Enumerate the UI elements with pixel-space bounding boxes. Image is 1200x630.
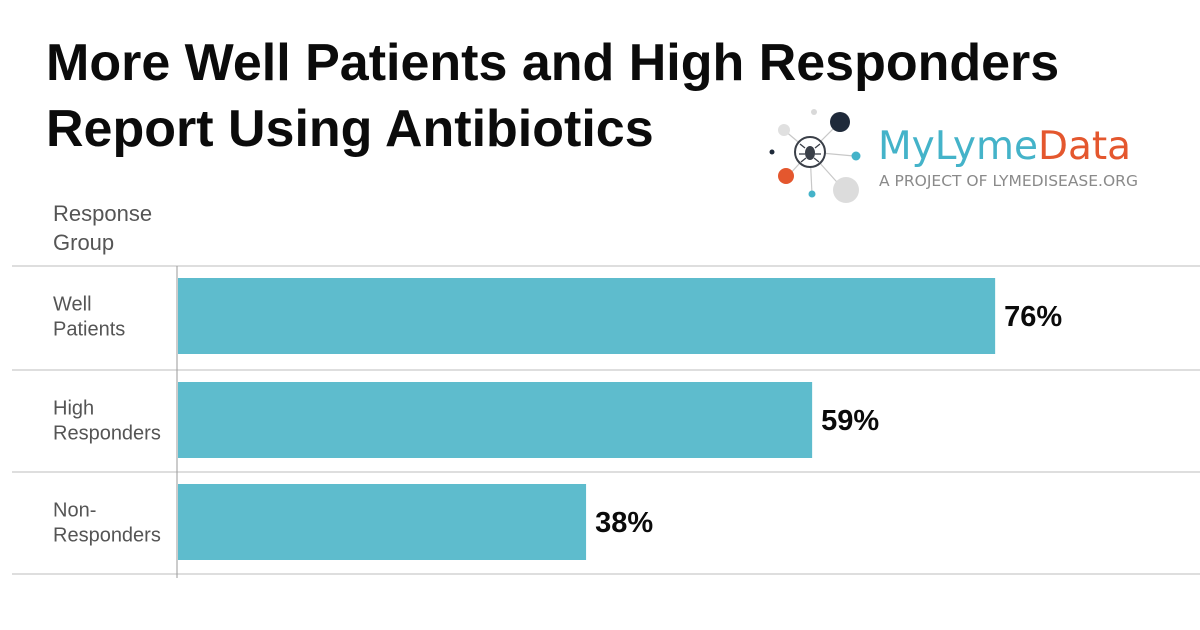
chart-title: More Well Patients and High Responders R…: [46, 30, 1156, 162]
bar: [178, 484, 587, 560]
bar: [178, 382, 813, 458]
bar: [178, 278, 996, 354]
logo-brand-data: Data: [1037, 124, 1132, 169]
category-label: Well: [53, 294, 92, 316]
logo-brand-text: MyLymeData: [878, 124, 1131, 170]
category-label: Responders: [53, 423, 161, 445]
mylymedata-logo: MyLymeData A PROJECT OF LYMEDISEASE.ORG: [766, 104, 1166, 212]
category-axis-header: Response Group: [53, 201, 153, 255]
category-label: Non-: [53, 500, 96, 522]
category-label: High: [53, 398, 94, 420]
title-line-2: Report Using Antibiotics: [46, 100, 654, 158]
logo-brand-mylyme: MyLyme: [878, 124, 1038, 169]
category-label: Responders: [53, 525, 161, 547]
category-label: Patients: [53, 319, 125, 341]
data-label: 76%: [1004, 301, 1062, 333]
tick-network-icon: [769, 109, 861, 203]
title-line-1: More Well Patients and High Responders: [46, 34, 1060, 92]
logo-tagline: A PROJECT OF LYMEDISEASE.ORG: [879, 172, 1138, 190]
data-label: 59%: [821, 405, 879, 437]
data-label: 38%: [595, 507, 653, 539]
